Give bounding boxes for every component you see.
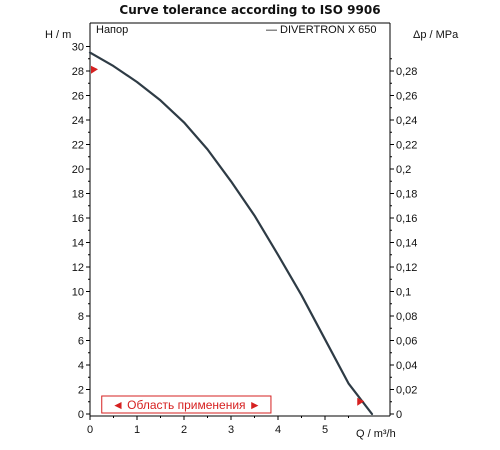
- panel-label: Напор: [96, 24, 128, 36]
- y-tick-label: 26: [72, 91, 84, 103]
- y2-tick-label: 0,26: [396, 91, 417, 103]
- y-tick-label: 2: [78, 385, 84, 397]
- y2-tick-label: 0,12: [396, 262, 417, 274]
- x-tick-label: 2: [181, 424, 187, 436]
- y-tick-label: 14: [72, 238, 84, 250]
- application-range: ◄ Область применения ►: [101, 395, 272, 414]
- y2-tick-label: 0,22: [396, 140, 417, 152]
- y-tick-label: 12: [72, 262, 84, 274]
- y-tick-label: 8: [78, 311, 84, 323]
- y2-tick-label: 0,18: [396, 189, 417, 201]
- y-tick-label: 10: [72, 287, 84, 299]
- y2-tick-label: 0,24: [396, 115, 417, 127]
- y-tick-label: 0: [78, 409, 84, 421]
- y2-tick-label: 0,08: [396, 311, 417, 323]
- legend-entry: — DIVERTRON X 650: [266, 24, 376, 36]
- y2-axis-label: Δp / MPa: [413, 29, 459, 41]
- series-line-divertron-x-650: [88, 51, 374, 416]
- chart-title: Curve tolerance according to ISO 9906: [119, 3, 380, 17]
- x-axis-label: Q / m³/h: [356, 428, 396, 440]
- y2-tick-label: 0,04: [396, 360, 417, 372]
- y2-tick-label: 0,2: [396, 164, 411, 176]
- y-tick-label: 24: [72, 115, 84, 127]
- x-tick-label: 0: [87, 424, 93, 436]
- tolerance-markers: [91, 65, 365, 406]
- y-tick-label: 4: [78, 360, 84, 372]
- y2-tick-label: 0,1: [396, 287, 411, 299]
- y-tick-label: 20: [72, 164, 84, 176]
- y-tick-label: 6: [78, 336, 84, 348]
- y2-tick-label: 0,02: [396, 385, 417, 397]
- y2-tick-label: 0,06: [396, 336, 417, 348]
- x-tick-label: 5: [322, 424, 328, 436]
- y2-tick-label: 0,28: [396, 66, 417, 78]
- y-tick-label: 18: [72, 189, 84, 201]
- x-tick-label: 3: [228, 424, 234, 436]
- x-tick-label: 4: [275, 424, 281, 436]
- application-range-label: ◄ Область применения ►: [112, 398, 261, 412]
- tolerance-marker-right: [357, 397, 365, 406]
- x-tick-label: 1: [134, 424, 140, 436]
- y-tick-label: 30: [72, 42, 84, 54]
- y-tick-label: 22: [72, 140, 84, 152]
- y2-tick-label: 0: [396, 409, 402, 421]
- y2-tick-label: 0,14: [396, 238, 417, 250]
- y2-axis-ticks: 0 0,02 0,04 0,06 0,08 0,1 0,12 0,14 0,16 0,18 0,2 0…: [390, 58, 417, 421]
- plot-frame: [89, 22, 391, 417]
- y-tick-label: 28: [72, 66, 84, 78]
- y2-tick-label: 0,16: [396, 213, 417, 225]
- y-tick-label: 16: [72, 213, 84, 225]
- y-axis-label: H / m: [45, 29, 71, 41]
- application-range-box: [101, 395, 272, 414]
- x-axis-ticks: 0 1 2 3 4 5: [87, 416, 349, 436]
- tolerance-marker-left: [91, 65, 98, 74]
